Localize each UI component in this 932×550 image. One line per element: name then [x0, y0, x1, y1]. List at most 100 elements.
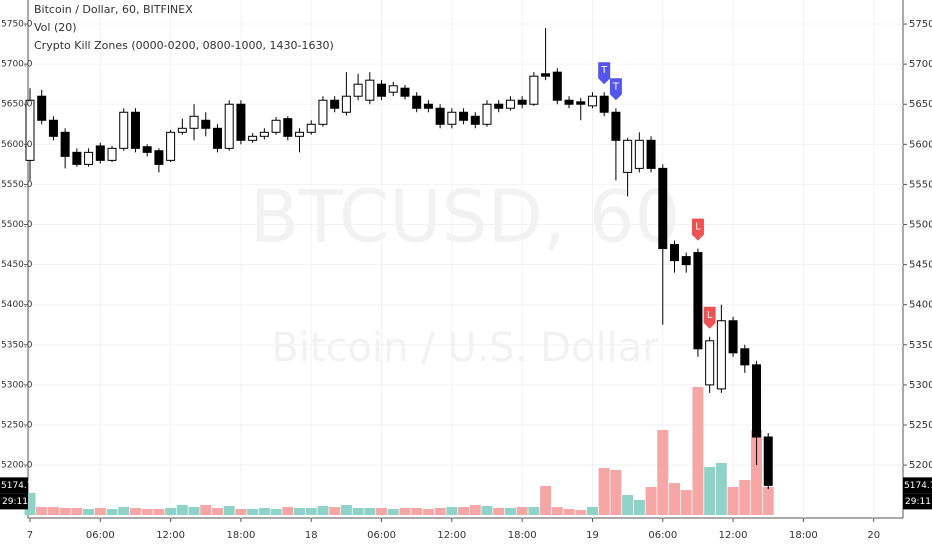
candle-body	[48, 119, 58, 137]
annotation-marker	[609, 78, 622, 101]
x-tick-label: 19	[586, 530, 599, 541]
candle-body	[212, 127, 222, 149]
countdown-box	[0, 493, 28, 510]
annotation-label: L	[695, 222, 701, 233]
candle-body	[541, 73, 551, 77]
y-tick-label: 5350.0	[1, 340, 33, 350]
y-tick-label: 5250.0	[909, 420, 932, 431]
candle-body	[529, 75, 539, 105]
candle-body	[84, 151, 94, 165]
x-tick-label: 20	[867, 530, 880, 541]
candle-body	[716, 320, 726, 390]
candle-body	[447, 111, 457, 125]
candle-body	[599, 95, 609, 113]
volume-bar	[458, 507, 470, 515]
y-tick-label: 5450.0	[1, 260, 33, 270]
volume-bar	[118, 507, 130, 515]
candle-body	[248, 135, 258, 141]
volume-bar	[247, 509, 259, 515]
y-tick-label: 5700.0	[909, 59, 932, 70]
legend-title: Bitcoin / Dollar, 60, BITFINEX	[34, 3, 193, 16]
volume-bar	[516, 507, 528, 515]
y-tick-label: 5550.0	[909, 179, 932, 190]
x-tick-label: 06:00	[367, 530, 396, 541]
volume-bar	[364, 508, 376, 515]
candle-body	[295, 131, 305, 137]
candle-body	[658, 167, 668, 250]
volume-bar	[633, 500, 645, 515]
candle-body	[752, 364, 762, 438]
candle-body	[142, 146, 152, 153]
x-tick-label: 12:00	[156, 530, 185, 541]
annotation-marker	[703, 306, 716, 329]
countdown-box	[903, 493, 932, 510]
y-tick-label: 5400.0	[1, 300, 33, 310]
x-tick-label: 06:00	[648, 530, 677, 541]
y-tick-label: 5350.0	[909, 340, 932, 351]
candle-body	[552, 71, 562, 101]
marks	[24, 28, 774, 515]
volume-bar	[563, 509, 575, 515]
volume-bar	[294, 508, 306, 515]
volume-bar	[94, 508, 106, 515]
candle-body	[505, 99, 515, 109]
countdown-label: 29:11	[905, 497, 931, 507]
volume-bar	[493, 508, 505, 515]
candle-body	[377, 83, 387, 97]
volume-bar	[59, 508, 71, 515]
volume-bar	[282, 507, 294, 515]
y-tick-label: 5200.0	[909, 460, 932, 471]
candle-body	[669, 244, 679, 262]
volume-bar	[305, 508, 317, 515]
y-tick-label: 5600.0	[1, 140, 33, 150]
y-tick-label: 5300.0	[1, 380, 33, 390]
annotation-label: L	[707, 310, 713, 321]
volume-bar	[258, 508, 270, 515]
volume-bar	[141, 509, 153, 515]
volume-bar	[36, 507, 48, 515]
candle-body	[283, 118, 293, 137]
x-tick-label: 7	[27, 530, 33, 541]
volume-bar	[235, 509, 247, 515]
volume-bar	[715, 463, 727, 515]
candle-body	[119, 111, 129, 149]
y-tick-label: 5250.0	[1, 420, 33, 430]
volume-bar	[446, 507, 458, 515]
volume-bar	[668, 483, 680, 515]
candle-body	[494, 103, 504, 109]
volume-bar	[376, 508, 388, 515]
y-tick-label: 5750.0	[1, 20, 33, 30]
candle-body	[564, 99, 574, 105]
volume-bar	[469, 505, 481, 515]
candle-body	[365, 79, 375, 101]
volume-bar	[692, 387, 704, 515]
volume-bar	[622, 495, 634, 515]
volume-bar	[387, 509, 399, 515]
volume-bar	[24, 493, 36, 515]
y-tick-label: 5650.0	[909, 99, 932, 110]
candle-body	[107, 147, 117, 161]
candle-body	[517, 99, 527, 105]
candle-body	[259, 131, 269, 137]
volume-bar	[176, 505, 188, 515]
volume-bar	[727, 487, 739, 515]
candle-body	[72, 151, 82, 165]
candle-body	[470, 115, 480, 125]
volume-bar	[504, 508, 516, 515]
candle-body	[236, 103, 246, 141]
candle-body	[353, 83, 363, 97]
volume-bar	[329, 507, 341, 515]
x-tick-label: 06:00	[86, 530, 115, 541]
y-tick-label: 5750.0	[909, 19, 932, 30]
candle-body	[611, 111, 621, 141]
candle-body	[95, 145, 105, 161]
candle-body	[587, 95, 597, 107]
y-tick-label: 5700.0	[1, 60, 33, 70]
volume-bar	[340, 505, 352, 515]
legend-volume: Vol (20)	[34, 21, 77, 34]
candle-body	[423, 103, 433, 109]
y-tick-label: 5500.0	[1, 220, 33, 230]
volume-bar	[188, 507, 200, 515]
candle-body	[318, 99, 328, 125]
